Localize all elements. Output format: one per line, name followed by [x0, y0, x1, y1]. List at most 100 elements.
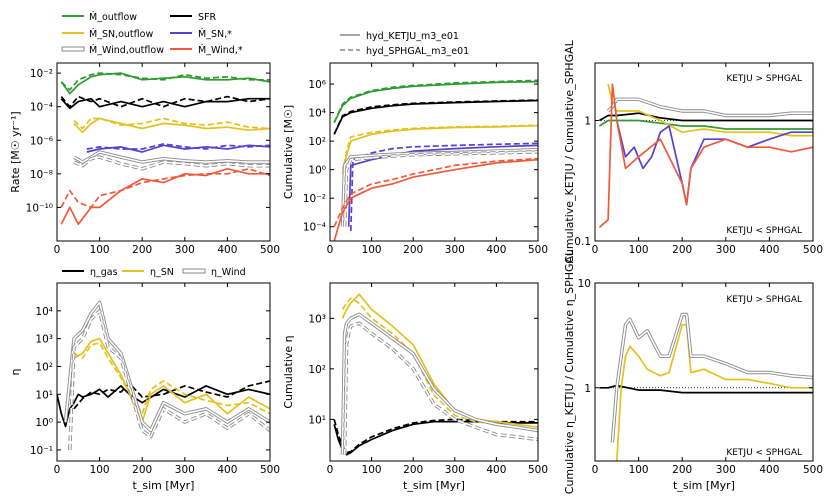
series-wind-line — [342, 321, 538, 455]
series-sn-star-line — [615, 120, 813, 206]
series-wind-outflow-line-inner — [343, 151, 538, 227]
axes-frame — [594, 62, 814, 242]
series-gas-line — [599, 384, 813, 394]
series--sn--line — [86, 143, 270, 150]
x-tick-label: 300 — [716, 464, 736, 476]
y-tick-label: 10¹ — [308, 414, 326, 426]
series--wind--line — [60, 167, 270, 226]
series-wind-star-line — [333, 158, 538, 241]
x-tick-label: 0 — [54, 464, 61, 476]
legend-label-wind-star: Ṁ_Wind,* — [198, 45, 243, 56]
series-group — [599, 312, 813, 461]
series--gas-line — [73, 380, 270, 410]
legend-swatch-wind-outflow — [61, 46, 85, 52]
x-tick-label: 200 — [672, 244, 692, 256]
legend-label-eta-wind: η_Wind — [211, 267, 246, 278]
series--sn-line — [73, 342, 270, 415]
legend-label-wind-outflow: Ṁ_Wind,outflow — [89, 45, 164, 56]
y-tick-label: 10³ — [35, 334, 53, 346]
series-wind-line-inner — [341, 313, 538, 455]
series-sfr-line — [60, 97, 270, 110]
y-tick-label: 10⁶ — [308, 79, 326, 91]
x-tick-label: 200 — [672, 464, 692, 476]
x-tick-label: 100 — [362, 464, 382, 476]
annotation-ratio-mass-bottom: KETJU < SPHGAL — [726, 226, 802, 236]
x-axis-label: t_sim [Myr] — [673, 479, 735, 492]
legend-label-sfr: SFR — [198, 12, 216, 23]
series-sn-line — [341, 293, 538, 429]
x-tick-label: 500 — [260, 464, 280, 476]
x-tick-label: 200 — [403, 464, 423, 476]
axes-frame — [56, 62, 271, 242]
y-tick-label: 10 — [578, 278, 591, 290]
x-tick-label: 200 — [132, 464, 152, 476]
series-group — [60, 72, 270, 226]
y-tick-label: 10⁻⁶ — [30, 135, 53, 147]
x-tick-label: 300 — [175, 244, 195, 256]
x-tick-label: 300 — [445, 244, 465, 256]
series-group — [57, 300, 270, 450]
y-tick-label: 10³ — [308, 313, 326, 325]
x-tick-label: 200 — [403, 244, 423, 256]
axes-frame — [594, 282, 814, 462]
x-tick-label: 300 — [445, 464, 465, 476]
series-wind-outflow-line-inner — [607, 98, 813, 117]
annotation-ratio-eta-top: KETJU > SPHGAL — [726, 295, 802, 305]
series--wind-line — [68, 309, 270, 450]
legend-label-sn-outflow: Ṁ_SN,outflow — [89, 29, 153, 40]
legend-label-ketju: hyd_KETJU_m3_e01 — [366, 31, 459, 42]
legend-label-sn-star: Ṁ_SN,* — [198, 29, 232, 40]
series-outflow-line — [333, 79, 538, 123]
x-tick-label: 500 — [803, 244, 823, 256]
legend-swatch-eta-wind — [182, 268, 206, 274]
y-tick-label: 10⁻⁴ — [303, 222, 326, 234]
series-wind-star-line — [598, 83, 813, 228]
x-tick-label: 100 — [362, 244, 382, 256]
x-tick-label: 500 — [803, 464, 823, 476]
series-group — [333, 79, 538, 241]
series-sn-line — [341, 297, 538, 432]
x-tick-label: 500 — [528, 244, 548, 256]
x-axis-label: t_sim [Myr] — [133, 479, 195, 492]
x-tick-label: 100 — [90, 464, 110, 476]
legend-label-eta-sn: η_SN — [150, 267, 174, 278]
x-tick-label: 500 — [260, 244, 280, 256]
series-outflow-line — [333, 80, 538, 123]
y-axis-label: η — [9, 368, 22, 375]
x-tick-label: 400 — [759, 464, 779, 476]
x-tick-label: 0 — [592, 464, 599, 476]
y-tick-label: 10⁴ — [35, 306, 53, 318]
y-axis-label: Rate [M☉ yr⁻¹] — [9, 111, 22, 192]
y-tick-label: 10⁻² — [30, 68, 53, 80]
series-wind-line-inner — [611, 313, 813, 443]
series-sfr-line — [333, 99, 538, 135]
x-tick-label: 0 — [54, 244, 61, 256]
series--wind-line-inner — [64, 301, 270, 432]
y-tick-label: 10⁻⁴ — [30, 102, 53, 114]
series-wind-outflow-line — [342, 150, 538, 227]
x-tick-label: 0 — [327, 244, 334, 256]
x-tick-label: 500 — [528, 464, 548, 476]
panel-eta: 0 100 200 300 400 500 10⁻¹ 10⁰ 10¹ 10² 10³ 10⁴ η t_si… — [9, 282, 280, 492]
panel-cumulative: 0 100 200 300 400 500 10⁻⁴ 10⁻² 10⁰ 10² 10⁴ 10⁶ Cumu… — [282, 62, 548, 256]
y-tick-label: 10⁻¹ — [30, 445, 53, 457]
series-group — [598, 83, 813, 228]
y-tick-label: 10⁰ — [35, 417, 53, 429]
series--sn-outflow-line — [73, 117, 270, 130]
series--wind-line — [63, 300, 270, 433]
x-tick-label: 100 — [629, 244, 649, 256]
y-tick-label: 10¹ — [35, 389, 53, 401]
axes-frame — [329, 62, 539, 242]
annotation-ratio-eta-bottom: KETJU < SPHGAL — [726, 448, 802, 458]
series--sn-outflow-line — [73, 117, 270, 134]
x-tick-label: 300 — [175, 464, 195, 476]
legend-label-eta-gas: η_gas — [90, 267, 118, 278]
y-axis-label: Cumulative η_KETJU / Cumulative η_SPHGAL — [563, 249, 576, 494]
series--wind-outflow-line-inner — [73, 156, 270, 170]
series--outflow-line — [60, 72, 270, 95]
annotation-ratio-mass-top: KETJU > SPHGAL — [726, 74, 802, 84]
series-sn-outflow-line — [341, 124, 538, 175]
x-tick-label: 100 — [629, 464, 649, 476]
series-sfr-line — [60, 95, 270, 108]
